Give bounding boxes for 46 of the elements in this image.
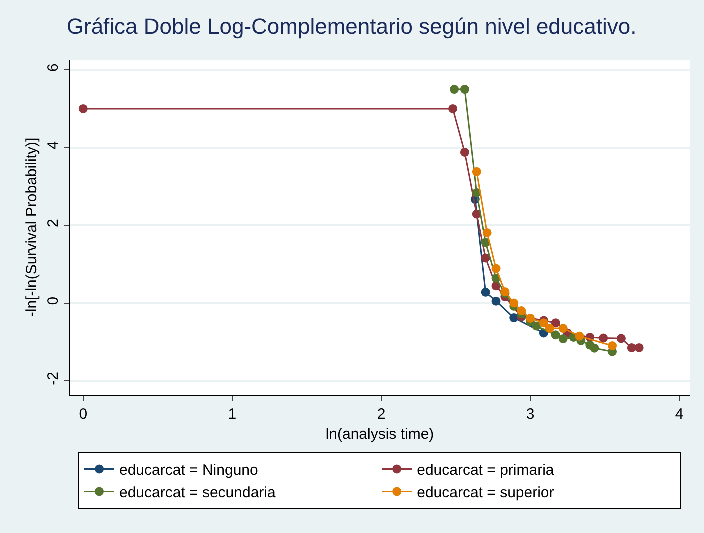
point bbox=[551, 330, 560, 340]
point bbox=[481, 254, 490, 263]
chart-title: Gráfica Doble Log-Complementario según nivel educativo. bbox=[66, 14, 637, 40]
y-tick-label: 2 bbox=[45, 219, 62, 228]
point bbox=[539, 318, 548, 328]
point bbox=[526, 314, 536, 323]
point bbox=[510, 298, 519, 308]
point bbox=[492, 264, 501, 274]
x-tick-label: 0 bbox=[79, 406, 88, 423]
point bbox=[460, 85, 470, 94]
legend-label: educarcat = secundaria bbox=[120, 484, 277, 502]
point bbox=[608, 342, 617, 351]
point bbox=[558, 334, 568, 344]
point bbox=[532, 322, 541, 331]
x-axis-title: ln(analysis time) bbox=[326, 426, 434, 443]
point bbox=[599, 334, 608, 343]
point bbox=[492, 296, 501, 306]
point bbox=[575, 332, 584, 341]
point bbox=[510, 314, 519, 323]
point bbox=[472, 167, 482, 176]
x-tick-label: 4 bbox=[675, 406, 684, 423]
point bbox=[517, 306, 526, 316]
point bbox=[78, 104, 88, 114]
y-tick-label: 6 bbox=[45, 64, 62, 72]
x-tick-label: 1 bbox=[228, 406, 237, 423]
point bbox=[450, 85, 460, 94]
point bbox=[616, 334, 626, 344]
legend-label: educarcat = Ninguno bbox=[120, 462, 258, 480]
x-tick-label: 2 bbox=[377, 406, 386, 423]
y-tick-label: 4 bbox=[45, 141, 62, 150]
point bbox=[481, 288, 490, 297]
point bbox=[634, 343, 644, 352]
y-tick-label: -2 bbox=[45, 372, 62, 386]
point bbox=[551, 318, 560, 328]
point bbox=[545, 324, 554, 334]
point bbox=[460, 148, 470, 157]
point bbox=[482, 228, 492, 238]
legend-label: educarcat = superior bbox=[417, 484, 554, 502]
point bbox=[448, 104, 458, 114]
legend-label: educarcat = primaria bbox=[417, 462, 555, 480]
point bbox=[558, 324, 568, 334]
point bbox=[590, 344, 600, 353]
point bbox=[627, 343, 636, 352]
y-axis-title: -ln[-ln(Survival Probability)] bbox=[23, 138, 40, 318]
x-tick-label: 3 bbox=[526, 406, 535, 423]
y-tick-label: 0 bbox=[45, 296, 62, 306]
